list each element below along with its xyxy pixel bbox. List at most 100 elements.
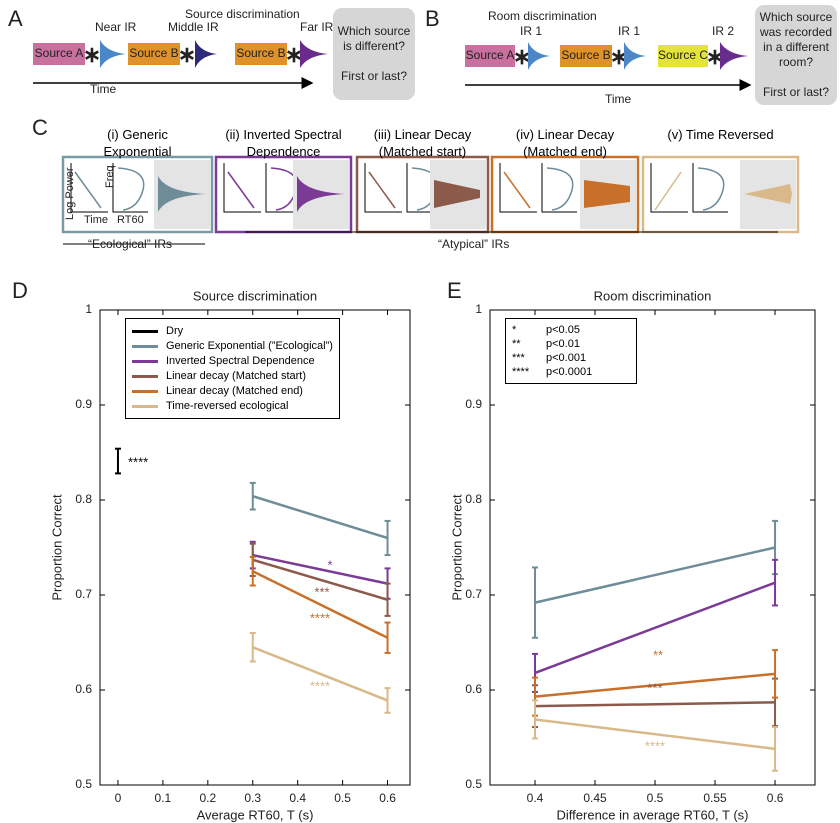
significance-annotation: ** bbox=[653, 647, 663, 662]
legend-entry: Inverted Spectral Dependence bbox=[132, 354, 333, 368]
decay-curve bbox=[503, 171, 531, 209]
source-label: Source A bbox=[466, 48, 515, 62]
legend-entry: Linear decay (Matched end) bbox=[132, 384, 333, 398]
group-label: “Ecological” IRs bbox=[88, 237, 173, 251]
question: First or last? bbox=[762, 85, 829, 99]
key-row: *** p<0.001 bbox=[512, 351, 630, 365]
chart-title: Room discrimination bbox=[594, 288, 712, 303]
key-label: p<0.0001 bbox=[546, 366, 593, 378]
decay-curve bbox=[654, 171, 682, 211]
series-line bbox=[252, 646, 388, 702]
convolve-star: ∗ bbox=[610, 44, 628, 69]
question-box: Which source is different? First or last… bbox=[333, 8, 415, 100]
significance-annotation: **** bbox=[310, 610, 330, 625]
legend-swatch bbox=[132, 345, 158, 348]
question: Which source is different? bbox=[337, 24, 411, 53]
mini-axes bbox=[692, 163, 728, 213]
significance-annotation: **** bbox=[310, 678, 330, 693]
source-box bbox=[128, 43, 180, 65]
plot-frame bbox=[99, 309, 411, 786]
panel-title: Source discrimination bbox=[185, 7, 300, 21]
key-stars: *** bbox=[512, 352, 525, 364]
mini-axes bbox=[541, 163, 577, 213]
key-stars: ** bbox=[512, 338, 521, 350]
mini-axes bbox=[650, 163, 688, 213]
legend-label: Linear decay (Matched start) bbox=[166, 370, 307, 382]
waveform bbox=[584, 180, 630, 208]
x-tick-label: 0.4 bbox=[289, 791, 306, 805]
time-label: Time bbox=[605, 92, 632, 106]
ir-type-title: (iv) Linear Decay (Matched end) bbox=[515, 127, 615, 159]
series-line bbox=[534, 546, 776, 604]
waveform bbox=[158, 176, 206, 212]
waveform bbox=[297, 176, 345, 212]
y-tick-label: 0.9 bbox=[75, 397, 92, 411]
ir-type-title: (v) Time Reversed bbox=[667, 127, 774, 142]
freq-curve bbox=[697, 167, 725, 211]
legend-swatch bbox=[132, 360, 158, 363]
source-label: Source C bbox=[658, 48, 708, 62]
axis-label: RT60 bbox=[117, 214, 144, 226]
freq-curve bbox=[546, 167, 574, 211]
ir-wedge bbox=[195, 40, 217, 68]
significance-annotation: * bbox=[327, 557, 332, 572]
decay-curve bbox=[74, 171, 102, 209]
freq-curve bbox=[117, 167, 145, 211]
significance-key: * p<0.05 ** p<0.01 *** p<0.001 **** p<0.0001 bbox=[505, 318, 637, 384]
time-label: Time bbox=[90, 82, 117, 96]
legend-label: Generic Exponential (”Ecological”) bbox=[166, 340, 333, 352]
mini-axes bbox=[112, 163, 148, 213]
convolve-star: ∗ bbox=[513, 44, 531, 69]
y-tick-label: 0.8 bbox=[75, 492, 92, 506]
ir-wedge bbox=[720, 42, 748, 70]
group-label: “Atypical” IRs bbox=[438, 237, 510, 251]
series-line bbox=[252, 570, 389, 639]
source-label: Source A bbox=[35, 46, 84, 60]
panel-label: E bbox=[447, 278, 462, 303]
waveform bbox=[744, 184, 792, 204]
x-tick-label: 0.45 bbox=[583, 791, 607, 805]
key-row: * p<0.05 bbox=[512, 323, 630, 337]
y-tick-label: 0.7 bbox=[75, 587, 92, 601]
ir-label: IR 2 bbox=[712, 24, 734, 38]
y-tick-label: 0.9 bbox=[465, 397, 482, 411]
ir-wedge bbox=[528, 42, 550, 70]
ir-wedge bbox=[624, 42, 646, 70]
convolve-star: ∗ bbox=[706, 44, 724, 69]
decay-curve bbox=[227, 171, 255, 209]
x-tick-label: 0 bbox=[115, 791, 122, 805]
source-label: Source B bbox=[561, 48, 610, 62]
series-line bbox=[534, 718, 776, 751]
chart-title: Source discrimination bbox=[193, 288, 317, 303]
key-row: **** p<0.0001 bbox=[512, 365, 630, 379]
question-box: Which source was recorded in a different… bbox=[755, 5, 837, 105]
significance-annotation: **** bbox=[128, 454, 148, 469]
x-tick-label: 0.4 bbox=[527, 791, 544, 805]
freq-curve bbox=[270, 167, 298, 211]
significance-annotation: **** bbox=[645, 738, 665, 753]
x-tick-label: 0.3 bbox=[244, 791, 261, 805]
series-line bbox=[252, 558, 388, 601]
legend-swatch bbox=[132, 405, 158, 408]
x-tick-label: 0.5 bbox=[647, 791, 664, 805]
question: Which source was recorded in a different… bbox=[759, 10, 833, 69]
waveform bbox=[434, 180, 480, 208]
convolve-star: ∗ bbox=[178, 42, 196, 67]
y-tick-label: 0.6 bbox=[465, 682, 482, 696]
x-tick-label: 0.55 bbox=[703, 791, 727, 805]
y-axis-label: Proportion Correct bbox=[49, 494, 64, 601]
ir-label: Near IR bbox=[95, 20, 137, 34]
legend-label: Linear decay (Matched end) bbox=[166, 385, 303, 397]
convolve-star: ∗ bbox=[83, 42, 101, 67]
legend-label: Time-reversed ecological bbox=[166, 400, 289, 412]
y-tick-label: 1 bbox=[85, 302, 92, 316]
y-tick-label: 0.6 bbox=[75, 682, 92, 696]
legend-label: Inverted Spectral Dependence bbox=[166, 355, 315, 367]
series-line bbox=[534, 672, 776, 698]
source-box bbox=[235, 43, 287, 65]
legend-entry: Linear decay (Matched start) bbox=[132, 369, 333, 383]
x-axis-label: Difference in average RT60, T (s) bbox=[557, 807, 749, 822]
ir-label: Middle IR bbox=[168, 20, 219, 34]
